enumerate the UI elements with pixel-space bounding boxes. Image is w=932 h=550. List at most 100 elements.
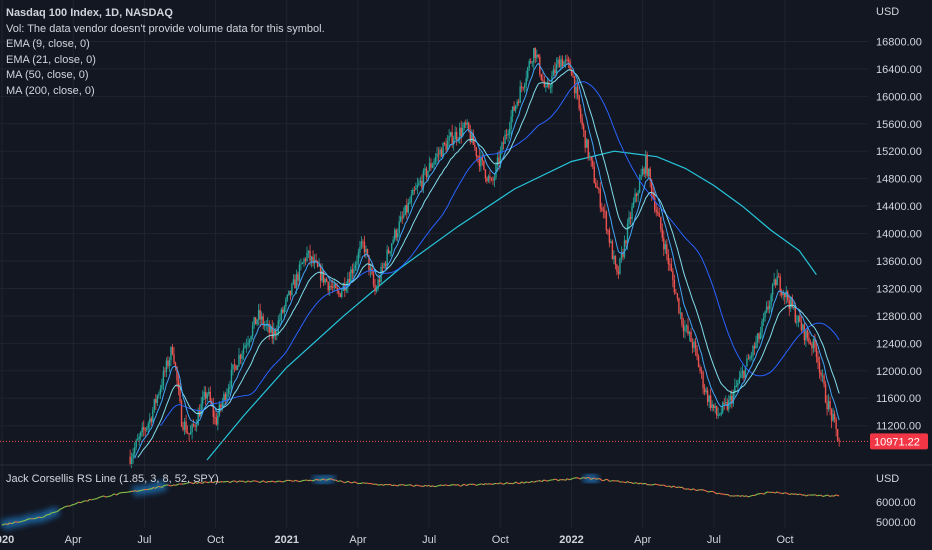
- candle-body: [357, 252, 360, 263]
- rs-segment: [432, 485, 435, 488]
- candle-body: [625, 240, 627, 244]
- rs-line: [0, 473, 840, 530]
- rs-segment: [335, 479, 338, 482]
- candle-body: [817, 357, 819, 363]
- rs-segment: [390, 484, 393, 487]
- candle-body: [158, 394, 160, 396]
- candle-body: [424, 168, 426, 171]
- candle-body: [749, 356, 751, 360]
- rs-segment: [216, 480, 220, 483]
- rs-segment: [191, 482, 194, 485]
- candle-body: [640, 174, 642, 180]
- candle-body: [425, 168, 428, 178]
- rs-segment: [20, 520, 23, 523]
- candle-body: [381, 266, 384, 268]
- candle-body: [496, 157, 499, 165]
- rs-segment: [607, 479, 610, 482]
- rs-segment: [775, 491, 778, 494]
- rs-segment: [727, 494, 731, 497]
- rs-segment: [630, 482, 634, 484]
- candle-body: [471, 133, 473, 142]
- rs-segment: [654, 483, 657, 486]
- symbol-title[interactable]: Nasdaq 100 Index, 1D, NASDAQ: [6, 7, 173, 19]
- candle-body: [647, 168, 650, 176]
- candle-body: [164, 371, 166, 373]
- rs-segment: [154, 486, 158, 489]
- rs-segment: [213, 480, 216, 484]
- rs-indicator-label[interactable]: Jack Corsellis RS Line (1.85, 3, 8, 52, …: [6, 473, 219, 485]
- candle-body: [584, 130, 586, 148]
- rs-segment: [45, 514, 48, 516]
- candle-body: [608, 230, 611, 243]
- rs-segment: [320, 478, 324, 481]
- price-tick-label: 15200.00: [876, 146, 922, 158]
- rs-segment: [549, 479, 552, 482]
- candle-body: [714, 406, 716, 409]
- candle-body: [221, 402, 224, 408]
- candle-body: [644, 154, 647, 174]
- candle-body: [602, 209, 605, 212]
- candle-body: [821, 375, 824, 377]
- rs-segment: [541, 479, 545, 483]
- candle-body: [465, 122, 467, 125]
- rs-segment: [397, 484, 400, 487]
- rs-segment: [492, 483, 495, 485]
- price-tag-label: 10971.22: [874, 436, 920, 448]
- candle-body: [722, 402, 724, 413]
- price-axis[interactable]: USD 16800.00 16400.00 16000.00 15600.00 15200…: [876, 6, 922, 433]
- candle-body: [282, 309, 284, 313]
- candle-body: [552, 69, 555, 77]
- candle-body: [660, 216, 662, 229]
- candle-body: [235, 365, 237, 370]
- candle-body: [226, 393, 228, 401]
- ma50-legend[interactable]: MA (50, close, 0): [6, 69, 89, 81]
- ma200-path: [206, 150, 817, 461]
- candle-body: [288, 290, 290, 296]
- time-tick-label: 2020: [0, 534, 14, 546]
- candle-body: [409, 202, 411, 204]
- candle-body: [833, 413, 836, 420]
- candle-body: [286, 295, 289, 300]
- rs-segment: [89, 498, 92, 501]
- rs-segment: [7, 522, 10, 526]
- rs-segment: [782, 492, 785, 495]
- rs-segment: [58, 508, 61, 512]
- rs-segment: [12, 521, 16, 524]
- rs-segment: [483, 483, 486, 486]
- candle-body: [366, 248, 369, 256]
- rs-segment: [691, 488, 694, 491]
- price-tick-label: 14400.00: [876, 201, 922, 213]
- candle-body: [743, 371, 745, 379]
- candle-body: [611, 241, 614, 260]
- candle-body: [436, 153, 438, 158]
- rs-segment: [705, 490, 709, 493]
- rs-segment: [817, 494, 820, 497]
- rs-segment: [251, 480, 254, 482]
- candle-body: [242, 348, 245, 355]
- candle-body: [675, 292, 677, 294]
- candle-body: [431, 164, 434, 168]
- ma200-legend[interactable]: MA (200, close, 0): [6, 84, 95, 97]
- candle-body: [747, 358, 750, 360]
- rs-segment: [310, 479, 313, 482]
- candle-body: [623, 240, 626, 257]
- time-axis[interactable]: 2020 Apr Jul Oct 2021 Apr Jul Oct 2022 Apr Jul Oct: [0, 534, 794, 546]
- candle-body: [676, 293, 679, 298]
- rs-segment: [776, 491, 780, 494]
- rs-axis[interactable]: USD 6000.00 5000.00: [876, 473, 916, 529]
- candle-body: [136, 439, 139, 441]
- candle-body: [297, 274, 299, 281]
- candle-body: [551, 76, 553, 88]
- candle-body: [711, 404, 713, 408]
- candle-body: [315, 260, 317, 262]
- candle-body: [824, 384, 827, 403]
- candle-body: [546, 82, 549, 87]
- candle-body: [784, 293, 786, 298]
- ema9-legend[interactable]: EMA (9, close, 0): [6, 38, 90, 50]
- ema21-legend[interactable]: EMA (21, close, 0): [6, 53, 96, 66]
- candle-body: [188, 433, 190, 435]
- rs-segment: [455, 484, 459, 486]
- rs-segment: [348, 481, 351, 484]
- candle-body: [132, 453, 134, 459]
